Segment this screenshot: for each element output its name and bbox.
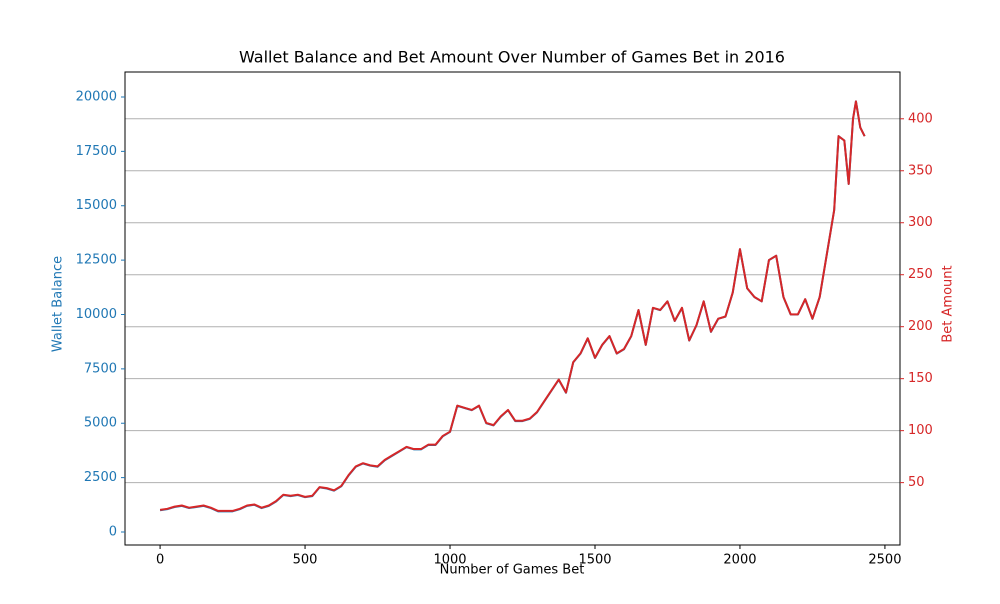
y-tick-label: 12500 bbox=[76, 253, 117, 268]
x-axis-label: Number of Games Bet bbox=[440, 563, 585, 578]
x-tick-label: 2000 bbox=[723, 553, 756, 568]
y2-tick-label: 250 bbox=[908, 267, 933, 282]
y2-tick-label: 50 bbox=[908, 475, 925, 490]
y-axis-label: Wallet Balance bbox=[51, 256, 66, 352]
y-tick-label: 10000 bbox=[76, 307, 117, 322]
y-tick-label: 17500 bbox=[76, 144, 117, 159]
y2-tick-label: 400 bbox=[908, 111, 933, 126]
y-tick-label: 0 bbox=[109, 524, 117, 539]
y-tick-label: 7500 bbox=[84, 361, 117, 376]
plot-frame bbox=[124, 71, 901, 546]
chart-title: Wallet Balance and Bet Amount Over Numbe… bbox=[239, 48, 785, 67]
y2-tick-label: 200 bbox=[908, 319, 933, 334]
line-series bbox=[159, 100, 866, 512]
y-tick-label: 20000 bbox=[76, 89, 117, 104]
line-series bbox=[159, 100, 866, 513]
x-tick-label: 1500 bbox=[578, 553, 611, 568]
y2-tick-label: 300 bbox=[908, 215, 933, 230]
y2-axis-label: Bet Amount bbox=[941, 265, 956, 342]
y2-tick-label: 150 bbox=[908, 371, 933, 386]
x-tick-label: 0 bbox=[156, 553, 164, 568]
y2-tick-label: 350 bbox=[908, 163, 933, 178]
x-tick-label: 2500 bbox=[868, 553, 901, 568]
x-tick-label: 500 bbox=[293, 553, 318, 568]
y-tick-label: 15000 bbox=[76, 198, 117, 213]
y-tick-label: 5000 bbox=[84, 416, 117, 431]
x-tick-label: 1000 bbox=[433, 553, 466, 568]
y2-tick-label: 100 bbox=[908, 423, 933, 438]
y-tick-label: 2500 bbox=[84, 470, 117, 485]
